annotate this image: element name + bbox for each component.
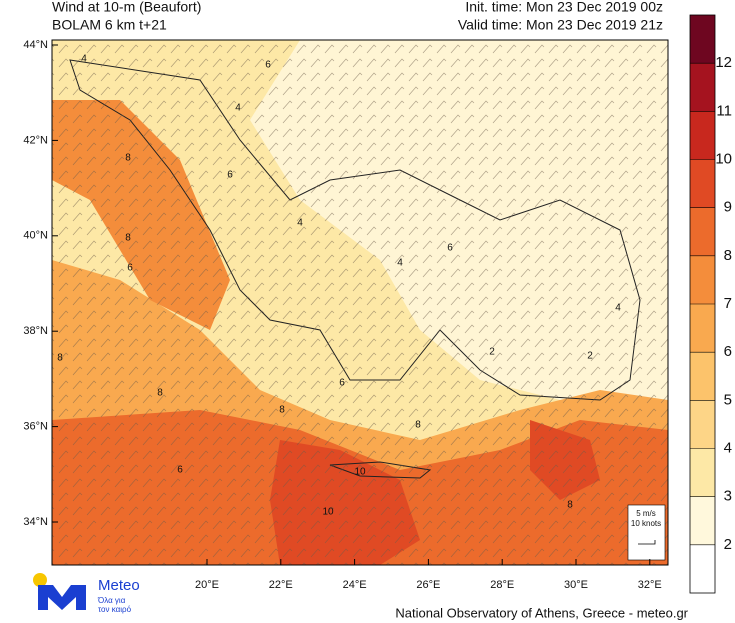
contour-label: 10 — [354, 467, 366, 478]
colorbar-label: 10 — [715, 150, 732, 167]
colorbar-label: 12 — [715, 54, 732, 71]
contour-label: 8 — [57, 353, 63, 364]
lon-label: 28°E — [490, 579, 514, 591]
lat-label: 42°N — [23, 134, 48, 146]
colorbar-band — [690, 63, 715, 112]
contour-label: 8 — [279, 405, 285, 416]
contour-label: 8 — [157, 388, 163, 399]
contour-label: 4 — [297, 218, 303, 229]
lat-label: 36°N — [23, 421, 48, 433]
contour-label: 6 — [127, 263, 133, 274]
lat-label: 40°N — [23, 230, 48, 242]
logo: Meteo Όλα για τον καιρό — [33, 573, 140, 614]
legend-ms: 5 m/s — [636, 509, 656, 518]
contour-label: 6 — [447, 243, 453, 254]
contour-label: 4 — [81, 54, 87, 65]
contour-label: 4 — [615, 303, 621, 314]
contour-label: 6 — [177, 465, 183, 476]
map-frame — [51, 39, 669, 566]
logo-m — [38, 585, 86, 610]
logo-slogan: Όλα για — [97, 596, 126, 605]
contour-label: 4 — [397, 258, 403, 269]
legend-knots: 10 knots — [631, 519, 661, 528]
colorbar-label: 4 — [724, 439, 732, 456]
colorbar-band — [690, 207, 715, 256]
lon-label: 24°E — [343, 579, 367, 591]
colorbar-band — [690, 304, 715, 353]
title: Wind at 10-m (Beaufort) — [52, 0, 201, 15]
colorbar-label: 8 — [724, 247, 732, 264]
contour-label: 2 — [587, 351, 593, 362]
legend-barb — [638, 540, 656, 545]
colorbar-label: 5 — [724, 391, 732, 408]
colorbar-label: 2 — [724, 536, 732, 553]
contour-label: 8 — [125, 153, 131, 164]
logo-text: Meteo — [98, 577, 140, 594]
logo-slogan: τον καιρό — [98, 605, 132, 614]
init-time: Init. time: Mon 23 Dec 2019 00z — [465, 0, 663, 15]
colorbar-label: 3 — [724, 488, 732, 505]
lon-label: 30°E — [564, 579, 588, 591]
colorbar-band — [690, 544, 715, 593]
valid-time: Valid time: Mon 23 Dec 2019 21z — [458, 17, 663, 33]
map — [52, 40, 668, 565]
colorbar-band — [690, 255, 715, 304]
wind-barbs — [52, 40, 668, 565]
contour-label: 4 — [235, 103, 241, 114]
lat-label: 44°N — [23, 39, 48, 51]
colorbar-label: 6 — [724, 343, 732, 360]
lon-label: 22°E — [269, 579, 293, 591]
colorbar-label: 9 — [724, 199, 732, 216]
logo-sun — [33, 573, 47, 587]
contour-label: 8 — [125, 233, 131, 244]
contour-label: 6 — [339, 378, 345, 389]
lon-label: 26°E — [416, 579, 440, 591]
colorbar-band — [690, 400, 715, 449]
credit: National Observatory of Athens, Greece -… — [395, 605, 688, 620]
colorbar-band — [690, 111, 715, 160]
colorbar-band — [690, 448, 715, 497]
contour-label: 10 — [322, 507, 334, 518]
contour-label: 8 — [415, 420, 421, 431]
lon-label: 32°E — [638, 579, 662, 591]
lat-label: 34°N — [23, 516, 48, 528]
lon-label: 20°E — [195, 579, 219, 591]
colorbar-band — [690, 352, 715, 401]
colorbar-label: 7 — [724, 295, 732, 312]
colorbar-band — [690, 496, 715, 545]
colorbar-band — [690, 159, 715, 208]
contour-label: 6 — [227, 170, 233, 181]
contour-label: 8 — [567, 500, 573, 511]
contour-label: 6 — [265, 60, 271, 71]
lat-label: 38°N — [23, 325, 48, 337]
legend-box — [627, 504, 666, 561]
contour-label: 2 — [489, 347, 495, 358]
subtitle: BOLAM 6 km t+21 — [52, 17, 167, 33]
colorbar-band — [690, 15, 715, 64]
colorbar-label: 11 — [716, 102, 732, 119]
